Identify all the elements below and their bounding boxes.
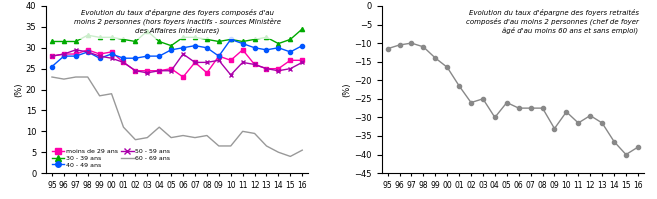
Y-axis label: (%): (%) [342, 82, 351, 97]
Text: Evolution du taux d'épargne des foyers retraités
composés d'au moins 2 personnes: Evolution du taux d'épargne des foyers r… [466, 9, 639, 34]
Text: Evolution du taux d'épargne des foyers composés d'au
moins 2 personnes (hors foy: Evolution du taux d'épargne des foyers c… [74, 9, 281, 34]
Y-axis label: (%): (%) [14, 82, 23, 97]
Legend: moins de 29 ans, 30 - 39 ans, 40 - 49 ans, 50 - 59 ans, 60 - 69 ans: moins de 29 ans, 30 - 39 ans, 40 - 49 an… [49, 146, 173, 170]
